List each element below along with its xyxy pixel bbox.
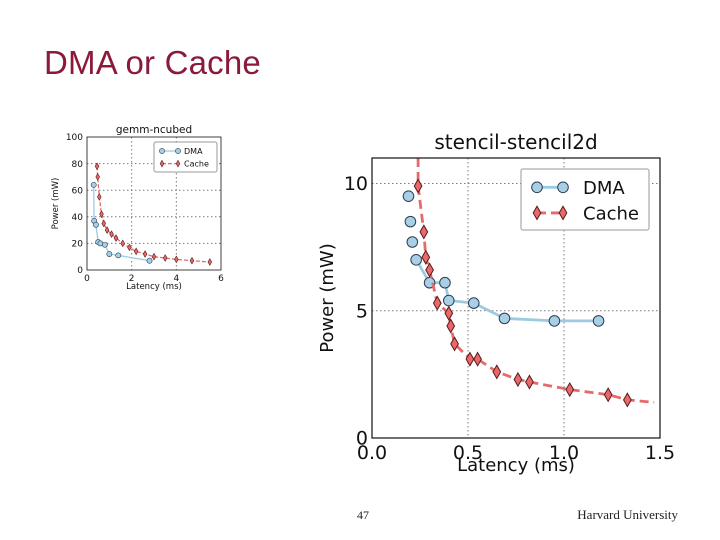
data-point-cache: [95, 173, 100, 181]
data-point-dma: [498, 312, 511, 325]
data-point-cache: [419, 224, 429, 240]
data-point-dma: [592, 315, 605, 327]
legend-marker-cache: [175, 159, 181, 168]
data-point-cache: [207, 258, 213, 266]
data-point-cache: [142, 250, 148, 258]
y-tick-label: 40: [72, 213, 84, 223]
legend-label-cache: Cache: [184, 159, 209, 168]
data-point-dma: [406, 236, 419, 248]
data-point-cache: [189, 256, 195, 265]
data-point-cache: [127, 243, 132, 252]
data-point-dma: [443, 294, 455, 307]
data-point-cache: [162, 254, 168, 262]
data-point-dma: [467, 297, 480, 309]
plot-frame: [86, 136, 222, 271]
legend-marker-dma: [531, 181, 543, 194]
y-tick-label: 5: [356, 300, 368, 322]
chart-title: gemm-ncubed: [116, 124, 192, 136]
series-line-dma: [414, 259, 599, 323]
data-point-cache: [101, 219, 106, 228]
x-tick-label: 6: [218, 274, 224, 284]
legend-label-cache: Cache: [583, 203, 639, 224]
data-point-dma: [90, 181, 97, 188]
y-axis-label: Power (mW): [51, 178, 61, 230]
series-line-cache: [96, 166, 210, 263]
data-point-cache: [492, 364, 502, 380]
data-point-dma: [146, 257, 153, 264]
data-point-cache: [421, 249, 431, 265]
data-point-dma: [93, 221, 99, 228]
x-tick-label: 4: [173, 274, 179, 284]
data-point-cache: [465, 351, 475, 367]
data-point-cache: [97, 192, 102, 201]
data-point-cache: [413, 178, 423, 194]
legend-marker-dma: [159, 148, 165, 154]
x-axis-label: Latency (ms): [457, 455, 575, 476]
x-tick-label: 1.0: [549, 442, 579, 464]
y-tick-label: 60: [72, 186, 84, 196]
x-tick-label: 1.5: [645, 442, 675, 464]
data-point-dma: [106, 251, 113, 257]
data-point-cache: [473, 351, 482, 367]
y-axis-label: Power (mW): [317, 243, 338, 353]
x-axis-label: Latency (ms): [126, 282, 182, 292]
data-point-dma: [548, 315, 561, 327]
legend-marker-cache: [558, 205, 568, 221]
legend-box: [520, 168, 650, 231]
data-point-cache: [104, 226, 110, 234]
data-point-cache: [446, 318, 456, 334]
data-point-cache: [565, 382, 575, 398]
legend-marker-dma: [175, 148, 181, 154]
data-point-cache: [432, 295, 442, 311]
slide-title: DMA or Cache: [44, 44, 261, 81]
x-tick-label: 0.0: [357, 442, 387, 464]
y-tick-label: 0: [77, 266, 83, 276]
data-point-cache: [109, 230, 114, 238]
data-point-cache: [622, 392, 632, 408]
x-tick-label: 2: [129, 274, 135, 284]
data-point-cache: [113, 234, 119, 242]
data-point-dma: [410, 254, 422, 266]
data-point-dma: [402, 190, 415, 202]
data-point-cache: [525, 374, 534, 390]
data-point-dma: [101, 241, 108, 248]
data-point-cache: [450, 336, 459, 352]
data-point-dma: [115, 252, 122, 259]
data-point-dma: [439, 276, 451, 289]
footer-organization: Harvard University: [577, 507, 678, 522]
data-point-cache: [99, 210, 104, 218]
legend-marker-cache: [532, 205, 542, 221]
y-tick-label: 100: [66, 133, 83, 143]
data-point-cache: [513, 371, 523, 388]
chart-title: stencil-stencil2d: [434, 130, 597, 154]
y-tick-label: 20: [72, 240, 84, 250]
legend-marker-dma: [557, 181, 569, 194]
x-tick-label: 0: [84, 274, 90, 284]
legend-label-dma: DMA: [583, 178, 625, 199]
x-tick-label: 0.5: [453, 442, 483, 464]
data-point-cache: [444, 305, 454, 321]
y-tick-label: 80: [72, 160, 84, 170]
y-tick-label: 10: [344, 173, 368, 195]
legend-marker-cache: [159, 159, 165, 168]
data-point-dma: [404, 215, 417, 228]
data-point-cache: [425, 262, 434, 278]
data-point-cache: [151, 252, 157, 261]
legend-label-dma: DMA: [184, 147, 203, 156]
data-point-cache: [120, 239, 125, 248]
large-chart-stencil-stencil2d: 0.0 0.5 1.0 1.5 0 5 10 stencil-stencil2d Latency…: [317, 130, 675, 476]
page-number: 47: [357, 508, 369, 522]
data-point-cache: [603, 387, 613, 403]
legend-box: [153, 141, 218, 173]
series-line-cache: [416, 158, 655, 404]
data-point-cache: [133, 247, 139, 256]
data-point-cache: [174, 255, 179, 264]
plot-frame: [371, 157, 661, 439]
data-point-cache: [94, 162, 100, 171]
y-tick-label: 0: [356, 428, 368, 450]
